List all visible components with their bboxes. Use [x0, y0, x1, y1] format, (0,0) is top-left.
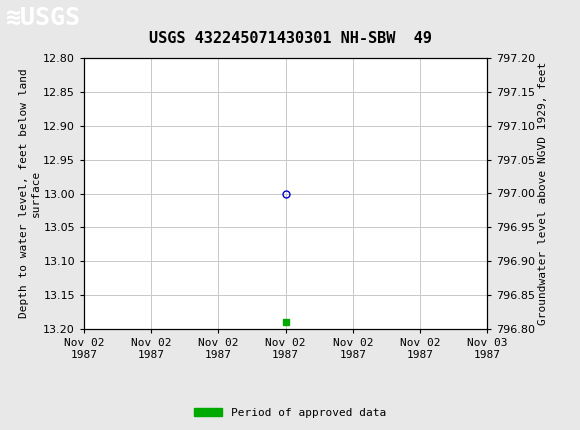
Y-axis label: Depth to water level, feet below land
surface: Depth to water level, feet below land su…	[19, 69, 41, 318]
Text: USGS 432245071430301 NH-SBW  49: USGS 432245071430301 NH-SBW 49	[148, 31, 432, 46]
Legend: Period of approved data: Period of approved data	[190, 403, 390, 422]
Text: ≋USGS: ≋USGS	[6, 6, 81, 30]
Y-axis label: Groundwater level above NGVD 1929, feet: Groundwater level above NGVD 1929, feet	[538, 62, 548, 325]
